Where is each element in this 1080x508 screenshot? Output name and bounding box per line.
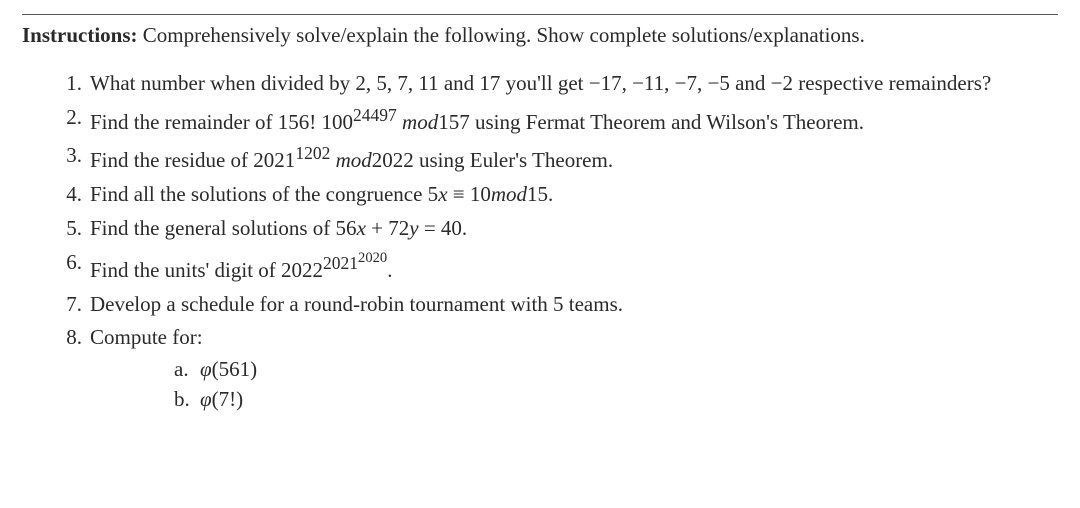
problem-item: 2. Find the remainder of 156! 10024497 m… [56, 103, 1058, 138]
subitem-text: φ(7!) [200, 387, 243, 411]
instructions-label: Instructions: [22, 23, 138, 47]
item-text: Find all the solutions of the congruence… [90, 182, 553, 206]
item-text: Find the general solutions of 56x + 72y … [90, 216, 467, 240]
instructions-text: Comprehensively solve/explain the follow… [143, 23, 865, 47]
item-number: 5. [56, 214, 82, 244]
top-rule [22, 14, 1058, 15]
problem-item: 5. Find the general solutions of 56x + 7… [56, 214, 1058, 244]
problem-subitem: a. φ(561) [174, 355, 1058, 385]
item-text: Find the remainder of 156! 10024497 mod1… [90, 110, 864, 134]
subitem-number: a. [174, 355, 196, 385]
item-number: 4. [56, 180, 82, 210]
item-number: 8. [56, 323, 82, 353]
item-text: Find the residue of 20211202 mod2022 usi… [90, 148, 613, 172]
problem-item: 3. Find the residue of 20211202 mod2022 … [56, 141, 1058, 176]
problem-item: 7. Develop a schedule for a round-robin … [56, 290, 1058, 320]
item-number: 6. [56, 248, 82, 278]
problem-item: 4. Find all the solutions of the congrue… [56, 180, 1058, 210]
problem-sublist: a. φ(561) b. φ(7!) [90, 355, 1058, 415]
item-text: Develop a schedule for a round-robin tou… [90, 292, 623, 316]
problem-subitem: b. φ(7!) [174, 385, 1058, 415]
item-number: 1. [56, 69, 82, 99]
item-text: What number when divided by 2, 5, 7, 11 … [90, 71, 991, 95]
problem-list: 1. What number when divided by 2, 5, 7, … [22, 69, 1058, 415]
problem-item: 6. Find the units' digit of 202220212020… [56, 248, 1058, 286]
item-number: 2. [56, 103, 82, 133]
instructions-paragraph: Instructions: Comprehensively solve/expl… [22, 21, 1058, 51]
subitem-text: φ(561) [200, 357, 257, 381]
item-number: 3. [56, 141, 82, 171]
subitem-number: b. [174, 385, 196, 415]
item-text: Compute for: [90, 325, 203, 349]
document-page: Instructions: Comprehensively solve/expl… [0, 0, 1080, 429]
item-number: 7. [56, 290, 82, 320]
problem-item: 8. Compute for: a. φ(561) b. φ(7!) [56, 323, 1058, 414]
problem-item: 1. What number when divided by 2, 5, 7, … [56, 69, 1058, 99]
item-text: Find the units' digit of 202220212020. [90, 258, 392, 282]
